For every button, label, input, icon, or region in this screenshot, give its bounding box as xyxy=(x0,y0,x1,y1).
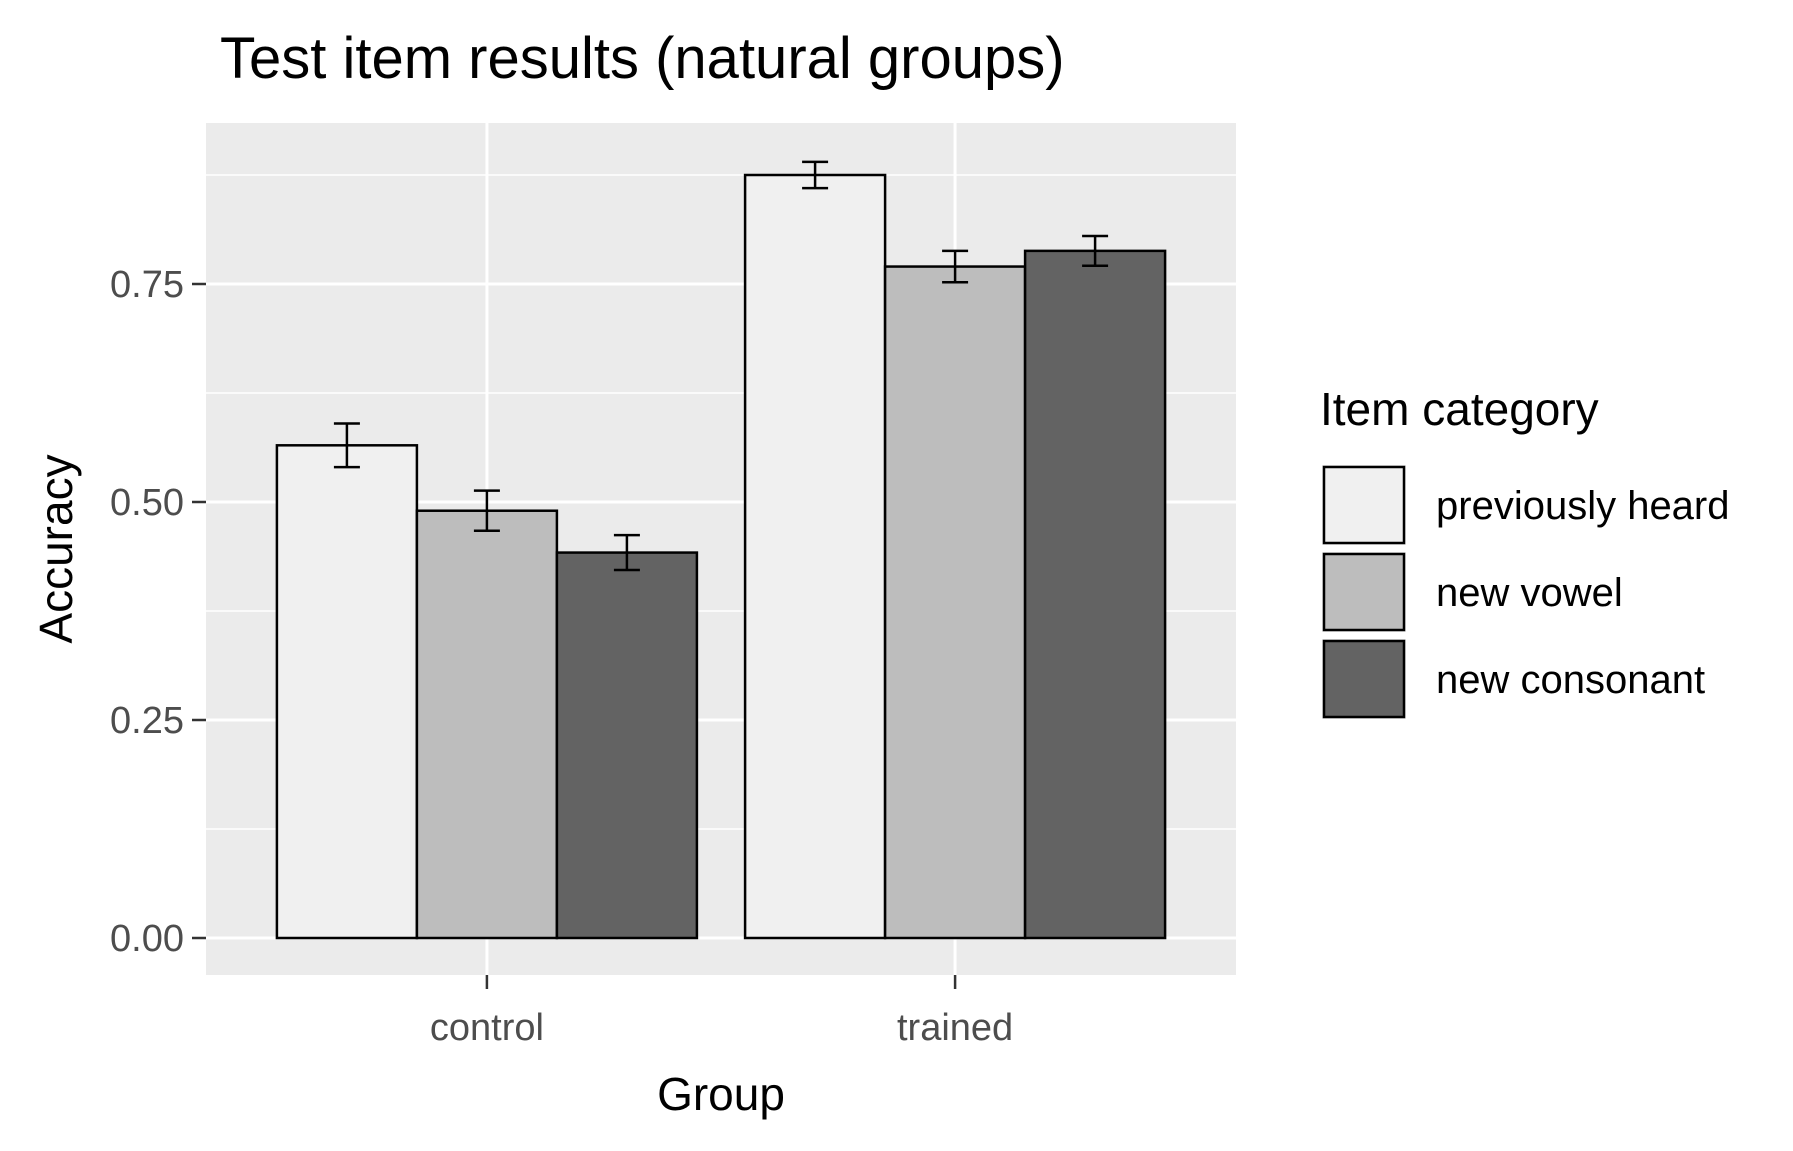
x-axis: control trained xyxy=(430,975,1013,1049)
legend-label: new consonant xyxy=(1436,658,1705,702)
y-tick-label: 0.00 xyxy=(110,918,184,960)
error-bars xyxy=(333,160,1109,572)
legend-swatch xyxy=(1322,552,1406,632)
y-tick-label: 0.25 xyxy=(110,700,184,742)
chart-title: Test item results (natural groups) xyxy=(220,26,1065,91)
legend: Item category previously heard new vowel n… xyxy=(1320,383,1730,719)
legend-label: new vowel xyxy=(1436,571,1623,615)
legend-swatch xyxy=(1322,639,1406,719)
y-axis-title: Accuracy xyxy=(30,454,82,643)
legend-items: previously heard new vowel new consonant xyxy=(1322,465,1730,719)
bar xyxy=(1023,249,1167,940)
bar xyxy=(275,444,419,940)
x-axis-title: Group xyxy=(657,1068,785,1120)
x-tick-label: trained xyxy=(897,1007,1013,1049)
y-tick-label: 0.50 xyxy=(110,482,184,524)
legend-title: Item category xyxy=(1320,383,1599,435)
x-tick-label: control xyxy=(430,1007,544,1049)
bars xyxy=(275,173,1167,940)
bar xyxy=(743,173,887,940)
bar xyxy=(555,551,699,940)
bar xyxy=(415,509,559,940)
legend-label: previously heard xyxy=(1436,484,1730,528)
legend-swatch xyxy=(1322,465,1406,545)
y-tick-label: 0.75 xyxy=(110,264,184,306)
bar xyxy=(883,265,1027,940)
y-axis: 0.00 0.25 0.50 0.75 xyxy=(110,264,206,960)
